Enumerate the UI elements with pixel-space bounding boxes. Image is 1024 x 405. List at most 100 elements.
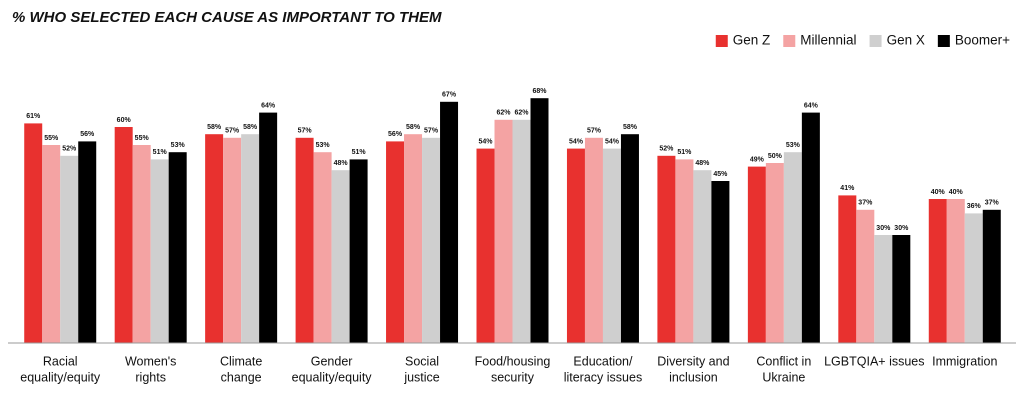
- value-label: 55%: [135, 135, 150, 142]
- bar: [386, 141, 405, 343]
- value-label: 57%: [225, 128, 240, 135]
- bar: [801, 112, 820, 343]
- value-label: 52%: [62, 146, 77, 153]
- bar: [693, 170, 712, 343]
- bar: [838, 195, 857, 343]
- bar: [349, 159, 368, 343]
- value-label: 50%: [768, 153, 783, 160]
- bar: [747, 166, 766, 343]
- bar: [856, 209, 875, 343]
- bar: [512, 119, 531, 343]
- x-tick-label: Conflict in: [756, 354, 811, 368]
- x-tick-label: rights: [135, 370, 166, 384]
- value-label: 30%: [876, 225, 891, 232]
- bar: [783, 152, 802, 343]
- value-label: 58%: [406, 124, 421, 131]
- chart-title: % WHO SELECTED EACH CAUSE AS IMPORTANT T…: [12, 9, 442, 26]
- x-tick-label: Racial: [43, 354, 78, 368]
- value-label: 56%: [80, 131, 95, 138]
- value-label: 54%: [478, 138, 493, 145]
- bar: [24, 123, 43, 344]
- bar: [404, 134, 423, 343]
- value-label: 57%: [298, 128, 313, 135]
- bar: [205, 134, 224, 343]
- bar: [259, 112, 278, 343]
- value-label: 54%: [569, 138, 584, 145]
- bar: [331, 170, 350, 343]
- value-label: 40%: [931, 189, 946, 196]
- bar: [928, 199, 947, 343]
- value-label: 60%: [117, 117, 132, 124]
- x-tick-label: equality/equity: [292, 370, 373, 384]
- value-label: 56%: [388, 131, 403, 138]
- value-label: 62%: [496, 110, 511, 117]
- value-label: 67%: [442, 92, 457, 99]
- x-tick-label: inclusion: [669, 370, 718, 384]
- value-label: 53%: [786, 142, 801, 149]
- value-label: 62%: [514, 110, 529, 117]
- value-label: 61%: [26, 113, 41, 120]
- x-tick-label: literacy issues: [564, 370, 643, 384]
- value-label: 58%: [243, 124, 258, 131]
- legend-swatch: [937, 35, 950, 47]
- x-tick-label: equality/equity: [20, 370, 101, 384]
- bar: [711, 181, 730, 343]
- x-tick-label: Food/housing: [475, 354, 551, 368]
- bar: [584, 137, 603, 343]
- bar: [440, 101, 459, 343]
- value-label: 45%: [713, 171, 728, 178]
- value-label: 51%: [677, 149, 692, 156]
- bar: [168, 152, 187, 343]
- bar: [946, 199, 965, 343]
- bar: [602, 148, 621, 343]
- value-label: 48%: [334, 160, 349, 167]
- x-tick-label: justice: [403, 370, 439, 384]
- bar: [132, 145, 151, 343]
- x-tick-label: security: [491, 370, 535, 384]
- legend-swatch: [715, 35, 728, 47]
- value-label: 37%: [858, 200, 873, 207]
- value-label: 53%: [171, 142, 186, 149]
- value-label: 30%: [894, 225, 909, 232]
- bar: [566, 148, 585, 343]
- x-tick-label: Social: [405, 354, 439, 368]
- x-tick-label: change: [221, 370, 262, 384]
- bar: [78, 141, 97, 343]
- bar: [620, 134, 639, 343]
- bar: [150, 159, 169, 343]
- bar: [892, 235, 911, 343]
- legend-label: Boomer+: [955, 33, 1010, 48]
- value-label: 53%: [316, 142, 331, 149]
- x-tick-label: Education/: [573, 354, 633, 368]
- bar: [476, 148, 495, 343]
- x-tick-label: LGBTQIA+ issues: [824, 354, 924, 368]
- legend-label: Gen X: [887, 33, 925, 48]
- value-label: 57%: [424, 128, 439, 135]
- value-label: 40%: [949, 189, 964, 196]
- bar: [494, 119, 513, 343]
- bar: [675, 159, 694, 343]
- x-tick-label: Gender: [311, 354, 353, 368]
- x-tick-label: Diversity and: [657, 354, 729, 368]
- legend-label: Gen Z: [733, 33, 771, 48]
- bar: [313, 152, 332, 343]
- value-label: 57%: [587, 128, 602, 135]
- legend-swatch: [869, 35, 882, 47]
- bar: [657, 155, 676, 343]
- x-tick-label: Immigration: [932, 354, 997, 368]
- legend-swatch: [783, 35, 796, 47]
- value-label: 37%: [985, 200, 1000, 207]
- bar: [42, 145, 61, 343]
- value-label: 51%: [153, 149, 168, 156]
- legend-label: Millennial: [800, 33, 856, 48]
- value-label: 64%: [261, 102, 276, 109]
- bar: [874, 235, 893, 343]
- bar: [422, 137, 441, 343]
- value-label: 51%: [352, 149, 367, 156]
- bar: [114, 127, 133, 343]
- value-label: 68%: [532, 88, 547, 95]
- value-label: 54%: [605, 138, 620, 145]
- value-label: 58%: [207, 124, 222, 131]
- value-label: 48%: [695, 160, 710, 167]
